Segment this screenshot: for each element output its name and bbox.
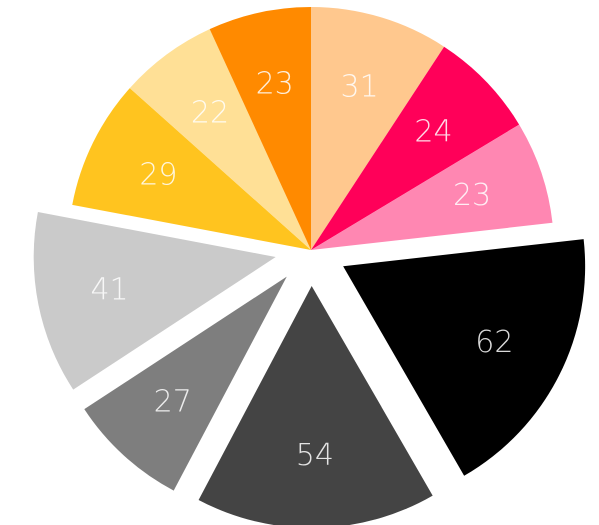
slice-label-10: 23 (256, 66, 294, 101)
pie-slice-4 (343, 239, 586, 476)
pie-slice-8 (72, 88, 312, 250)
pie-slice-5 (198, 285, 433, 525)
slice-label-4: 62 (475, 325, 513, 360)
slice-label-9: 22 (191, 96, 229, 131)
pie-slice-10 (209, 7, 311, 250)
slice-label-1: 31 (341, 70, 379, 105)
slice-label-6: 27 (154, 384, 192, 419)
slice-label-2: 24 (414, 114, 452, 149)
pie-slice-1 (311, 7, 445, 250)
slice-label-7: 41 (90, 273, 128, 308)
pie-slice-7 (33, 212, 276, 390)
pie-slice-3 (311, 124, 553, 250)
slice-label-5: 54 (296, 438, 334, 473)
slice-label-3: 23 (453, 178, 491, 213)
pie-slice-9 (129, 29, 311, 250)
slice-label-8: 29 (139, 157, 177, 192)
pie-slice-6 (84, 276, 287, 491)
pie-slices (33, 7, 586, 525)
pie-slice-2 (311, 46, 520, 251)
